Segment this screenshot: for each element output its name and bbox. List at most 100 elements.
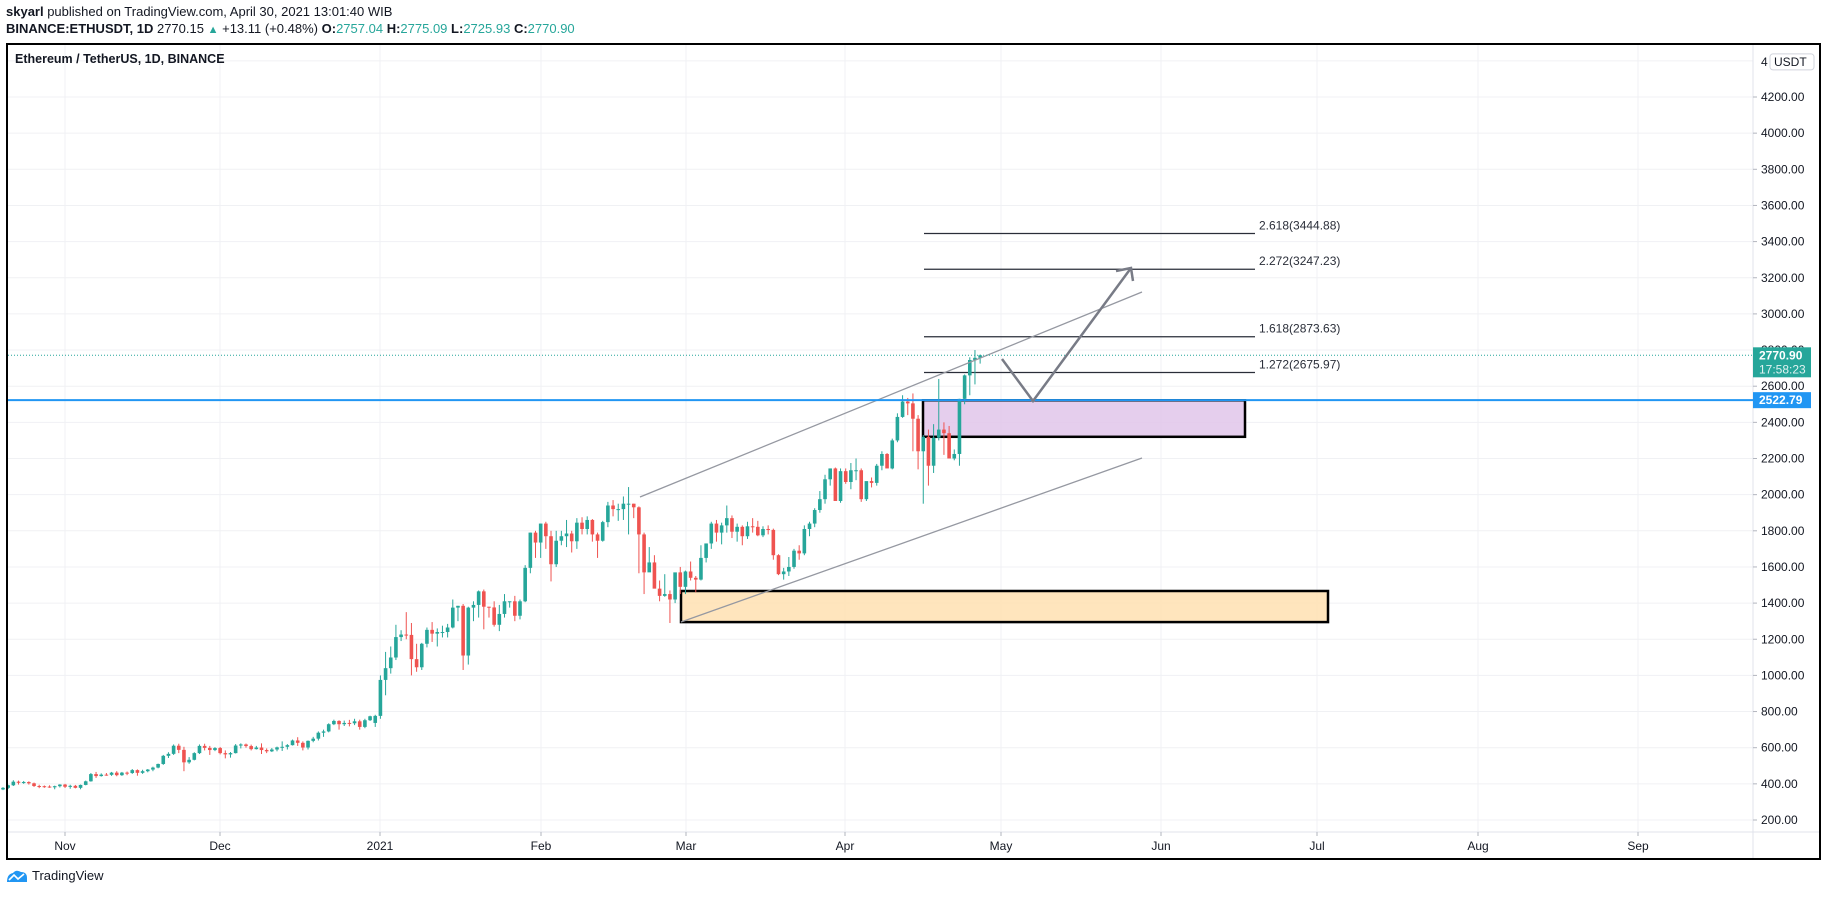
candle-body bbox=[699, 557, 703, 580]
candle-body bbox=[575, 522, 579, 542]
resistance-support-zone[interactable] bbox=[921, 399, 1247, 439]
candle-body bbox=[761, 528, 765, 536]
candle-body bbox=[394, 637, 398, 658]
currency-badge-label: USDT bbox=[1774, 55, 1807, 69]
candle-body bbox=[942, 429, 946, 434]
candle-body bbox=[688, 571, 693, 578]
symbol-label: BINANCE:ETHUSDT, 1D bbox=[6, 21, 154, 36]
y-tick-label: 1400.00 bbox=[1761, 596, 1805, 610]
high-value: 2775.09 bbox=[400, 21, 448, 36]
price-label-tag bbox=[1753, 392, 1811, 409]
candle-body bbox=[580, 522, 584, 529]
candle-body bbox=[745, 526, 750, 537]
candle-body bbox=[936, 429, 941, 438]
fib-level-label: 1.272(2675.97) bbox=[1259, 357, 1340, 371]
fib-level-label: 2.272(3247.23) bbox=[1259, 254, 1340, 268]
candle-body bbox=[704, 543, 708, 558]
candle-body bbox=[626, 503, 631, 505]
candle-body bbox=[244, 744, 248, 747]
candle-body bbox=[58, 784, 62, 787]
candle-body bbox=[239, 744, 243, 746]
candle-body bbox=[880, 453, 884, 466]
candle-body bbox=[962, 375, 967, 399]
candle-body bbox=[756, 526, 760, 536]
candle-body bbox=[135, 770, 140, 773]
lower-channel-line[interactable] bbox=[680, 457, 1143, 623]
candle-body bbox=[83, 781, 88, 785]
x-tick-label: Nov bbox=[54, 839, 75, 853]
symbol-ohlc-line: BINANCE:ETHUSDT, 1D 2770.15 ▲ +13.11 (+0… bbox=[6, 21, 575, 38]
candle-body bbox=[466, 607, 471, 656]
tradingview-footer[interactable]: TradingView bbox=[6, 868, 104, 883]
y-tick-label: 1000.00 bbox=[1761, 668, 1805, 682]
candle-body bbox=[316, 732, 321, 739]
candle-body bbox=[492, 607, 496, 625]
candle-body bbox=[771, 529, 776, 556]
candle-body bbox=[513, 601, 517, 616]
candle-body bbox=[678, 572, 683, 587]
candle-body bbox=[306, 740, 310, 748]
candle-body bbox=[611, 505, 615, 510]
candle-body bbox=[32, 783, 36, 787]
candle-body bbox=[952, 453, 957, 459]
candle-body bbox=[373, 715, 378, 723]
y-tick-label: 3000.00 bbox=[1761, 307, 1805, 321]
candle-body bbox=[171, 745, 176, 754]
candle-body bbox=[885, 453, 889, 469]
candle-body bbox=[435, 632, 440, 634]
author-name[interactable]: skyarl bbox=[6, 4, 44, 19]
candle-body bbox=[818, 499, 822, 511]
candle-body bbox=[895, 416, 900, 441]
candle-body bbox=[192, 753, 197, 760]
demand-zone[interactable] bbox=[679, 589, 1330, 624]
candle-body bbox=[590, 519, 595, 535]
candle-body bbox=[1, 787, 5, 790]
candle-body bbox=[114, 772, 119, 776]
candle-body bbox=[254, 747, 259, 750]
candle-body bbox=[890, 440, 895, 469]
projection-path[interactable] bbox=[1000, 267, 1133, 404]
candle-body bbox=[957, 398, 962, 454]
candle-body bbox=[202, 745, 207, 748]
candle-body bbox=[347, 722, 352, 724]
candle-body bbox=[357, 721, 362, 727]
published-text: published on TradingView.com, April 30, … bbox=[43, 4, 393, 19]
candle-body bbox=[275, 747, 279, 750]
candle-body bbox=[63, 784, 67, 787]
candle-body bbox=[295, 740, 300, 743]
candle-body bbox=[528, 532, 533, 568]
upper-channel-line[interactable] bbox=[639, 291, 1143, 498]
chart-frame bbox=[6, 43, 1821, 860]
candle-body bbox=[616, 509, 621, 511]
candle-body bbox=[311, 738, 315, 741]
candle-body bbox=[549, 536, 553, 565]
candle-body bbox=[843, 471, 848, 482]
y-tick-label: 1800.00 bbox=[1761, 524, 1805, 538]
open-label: O: bbox=[321, 21, 337, 36]
y-tick-label: 3400.00 bbox=[1761, 235, 1805, 249]
candle-body bbox=[662, 594, 667, 596]
candle-body bbox=[68, 785, 73, 787]
y-tick-label-partial: 4 bbox=[1761, 55, 1768, 69]
candle-body bbox=[916, 418, 920, 452]
candle-body bbox=[781, 571, 786, 575]
open-value: 2757.04 bbox=[336, 21, 384, 36]
candle-body bbox=[683, 571, 688, 587]
candle-body bbox=[151, 767, 155, 770]
candle-body bbox=[719, 525, 724, 533]
candle-body bbox=[637, 507, 641, 535]
y-tick-label: 4000.00 bbox=[1761, 126, 1805, 140]
candle-body bbox=[213, 748, 217, 751]
candle-body bbox=[792, 550, 796, 567]
candle-body bbox=[337, 720, 341, 725]
candle-body bbox=[301, 742, 305, 748]
candle-body bbox=[652, 562, 657, 589]
candle-body bbox=[290, 740, 295, 746]
currency-badge[interactable] bbox=[1769, 53, 1815, 71]
candle-body bbox=[595, 534, 600, 541]
candle-body bbox=[487, 606, 491, 608]
candle-body bbox=[854, 470, 858, 472]
candle-body bbox=[197, 745, 202, 754]
price-label-tag bbox=[1753, 347, 1811, 378]
